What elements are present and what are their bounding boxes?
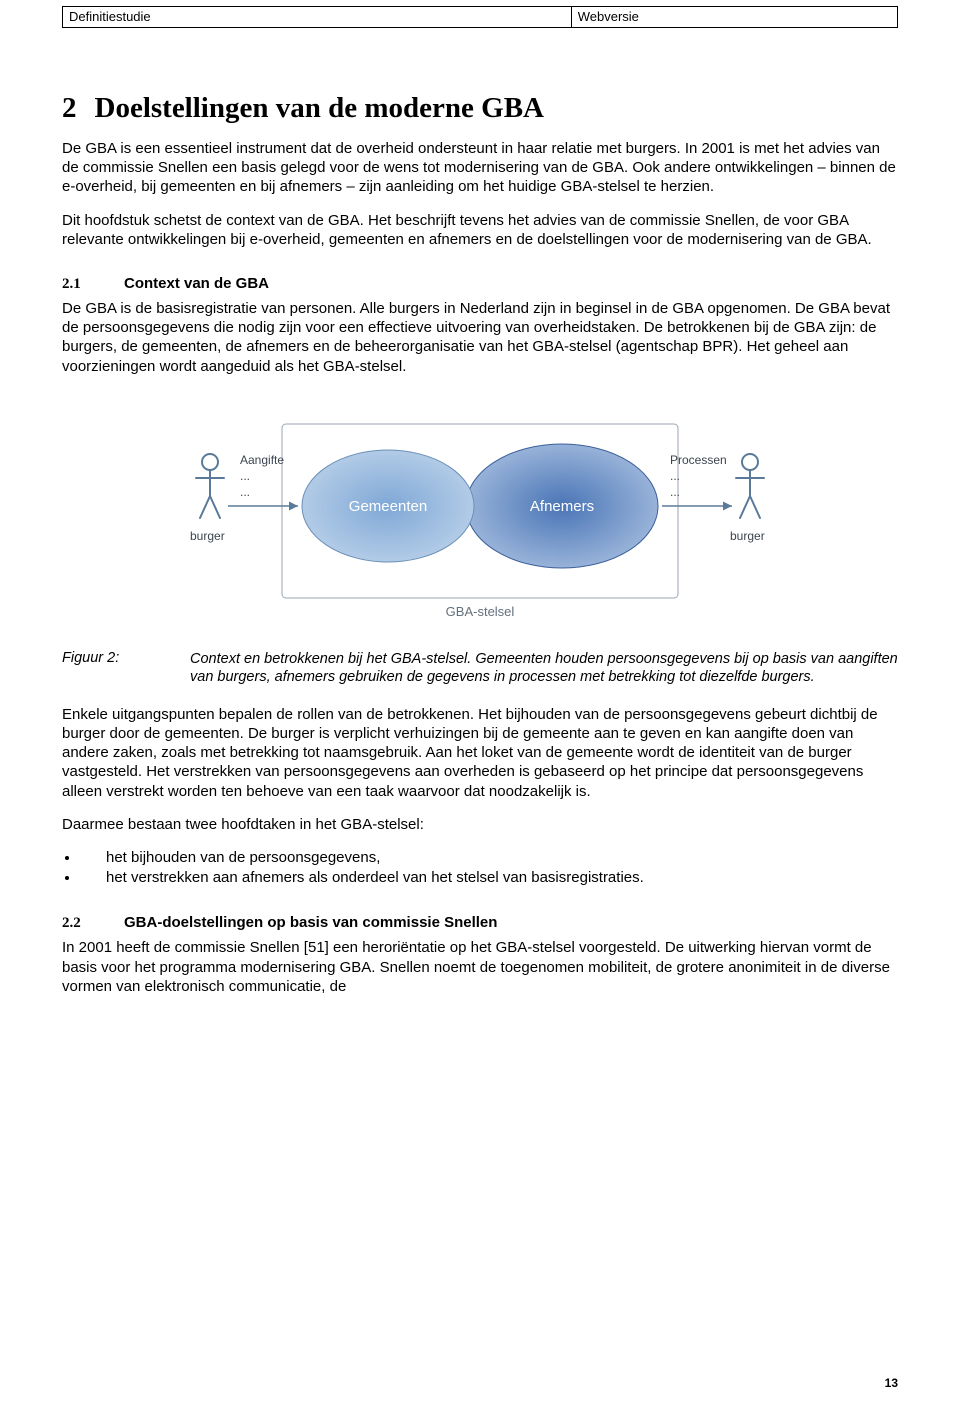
- section-title: GBA-doelstellingen op basis van commissi…: [124, 914, 497, 931]
- intro-paragraph-2: Dit hoofdstuk schetst de context van de …: [62, 211, 898, 249]
- chapter-heading: 2 Doelstellingen van de moderne GBA: [62, 92, 898, 125]
- section-number: 2.1: [62, 276, 124, 293]
- figure-caption-text: Context en betrokkenen bij het GBA-stels…: [190, 650, 898, 687]
- svg-text:burger: burger: [190, 529, 225, 543]
- header-right: Webversie: [572, 7, 897, 27]
- svg-text:Gemeenten: Gemeenten: [349, 498, 427, 515]
- svg-text:Processen: Processen: [670, 453, 727, 467]
- page-number: 13: [885, 1376, 898, 1390]
- gba-stelsel-diagram: Afnemers Gemeenten GBA-stelsel Aangifte....…: [150, 402, 810, 632]
- list-item: het verstrekken aan afnemers als onderde…: [80, 868, 898, 888]
- afterfig-paragraph-2: Daarmee bestaan twee hoofdtaken in het G…: [62, 815, 898, 834]
- tasks-list: het bijhouden van de persoonsgegevens, h…: [62, 848, 898, 889]
- svg-text:...: ...: [670, 469, 680, 483]
- svg-text:GBA-stelsel: GBA-stelsel: [446, 604, 515, 619]
- header-left: Definitiestudie: [63, 7, 572, 27]
- svg-text:burger: burger: [730, 529, 765, 543]
- figure-caption: Figuur 2: Context en betrokkenen bij het…: [62, 650, 898, 687]
- svg-text:Aangifte: Aangifte: [240, 453, 284, 467]
- svg-text:...: ...: [240, 485, 250, 499]
- figure-2: Afnemers Gemeenten GBA-stelsel Aangifte....…: [62, 402, 898, 632]
- svg-text:...: ...: [240, 469, 250, 483]
- section-2-2-heading: 2.2GBA-doelstellingen op basis van commi…: [62, 914, 898, 932]
- page-header: Definitiestudie Webversie: [62, 6, 898, 28]
- intro-paragraph-1: De GBA is een essentieel instrument dat …: [62, 139, 898, 197]
- svg-text:...: ...: [670, 485, 680, 499]
- section-title: Context van de GBA: [124, 275, 269, 292]
- list-item: het bijhouden van de persoonsgegevens,: [80, 848, 898, 868]
- chapter-title: Doelstellingen van de moderne GBA: [95, 92, 545, 124]
- figure-label: Figuur 2:: [62, 650, 190, 687]
- section-2-1-paragraph: De GBA is de basisregistratie van person…: [62, 299, 898, 376]
- section-2-1-heading: 2.1Context van de GBA: [62, 275, 898, 293]
- page-content: 2 Doelstellingen van de moderne GBA De GB…: [62, 28, 898, 996]
- chapter-number: 2: [62, 92, 77, 124]
- svg-text:Afnemers: Afnemers: [530, 498, 594, 515]
- afterfig-paragraph-1: Enkele uitgangspunten bepalen de rollen …: [62, 705, 898, 801]
- section-2-2-paragraph: In 2001 heeft de commissie Snellen [51] …: [62, 938, 898, 996]
- section-number: 2.2: [62, 915, 124, 932]
